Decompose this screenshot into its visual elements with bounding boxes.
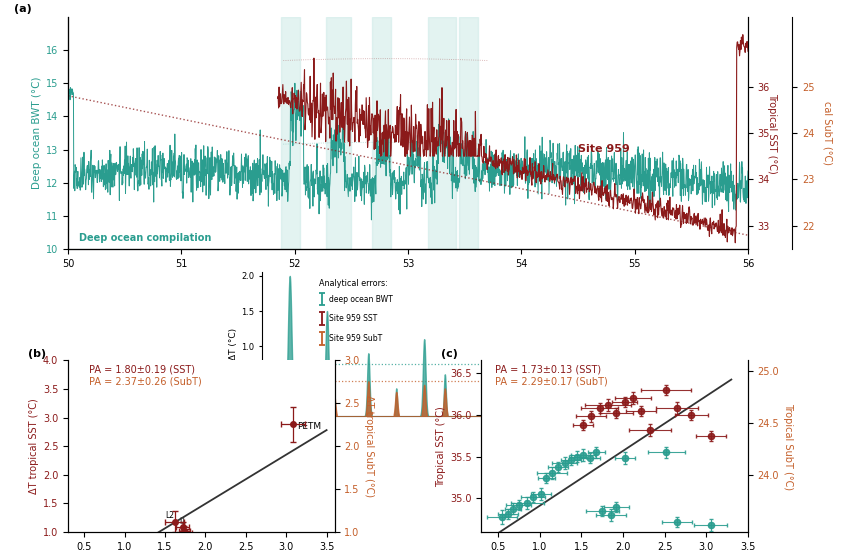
Y-axis label: cal SubT (°C): cal SubT (°C) bbox=[823, 101, 832, 165]
Bar bbox=[281, 17, 300, 249]
Text: (b): (b) bbox=[28, 349, 46, 359]
Text: PA = 2.37±0.26 (SubT): PA = 2.37±0.26 (SubT) bbox=[89, 376, 202, 386]
Text: Deep ocean compilation: Deep ocean compilation bbox=[79, 233, 212, 243]
Text: Age (Ma): Age (Ma) bbox=[382, 407, 434, 417]
Text: L2: L2 bbox=[165, 511, 174, 520]
Text: PA = 1.80±0.19 (SST): PA = 1.80±0.19 (SST) bbox=[89, 365, 196, 374]
Text: Site 959: Site 959 bbox=[578, 143, 630, 153]
Bar bbox=[371, 17, 391, 249]
Bar bbox=[428, 17, 456, 249]
Text: I1: I1 bbox=[179, 517, 186, 526]
Y-axis label: ΔT tropical SubT (°C): ΔT tropical SubT (°C) bbox=[364, 395, 374, 497]
Text: PA = 1.73±0.13 (SST): PA = 1.73±0.13 (SST) bbox=[495, 365, 601, 374]
Text: (a): (a) bbox=[14, 4, 31, 15]
Y-axis label: Tropical SST (°C): Tropical SST (°C) bbox=[767, 92, 777, 174]
Text: PETM: PETM bbox=[297, 422, 320, 431]
Y-axis label: ΔT tropical SST (°C): ΔT tropical SST (°C) bbox=[29, 398, 38, 494]
Text: (c): (c) bbox=[441, 349, 458, 359]
Y-axis label: Deep ocean BWT (°C): Deep ocean BWT (°C) bbox=[31, 77, 42, 189]
Bar bbox=[326, 17, 351, 249]
Y-axis label: Tropical SST (°C): Tropical SST (°C) bbox=[436, 406, 445, 487]
Text: PA = 2.29±0.17 (SubT): PA = 2.29±0.17 (SubT) bbox=[495, 376, 608, 386]
Y-axis label: Tropical SubT (°C): Tropical SubT (°C) bbox=[783, 403, 793, 489]
Bar bbox=[459, 17, 479, 249]
